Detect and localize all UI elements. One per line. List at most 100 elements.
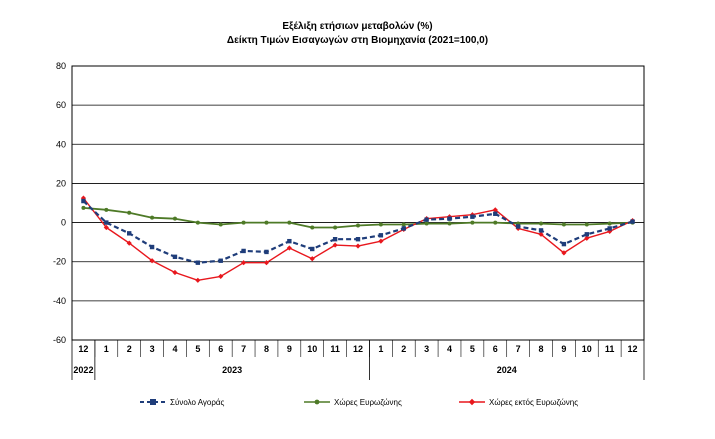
y-tick-label: 20	[56, 178, 66, 188]
data-point-eurozone	[81, 205, 86, 210]
x-tick-label: 9	[287, 344, 292, 354]
data-point-total-market	[515, 224, 521, 229]
year-label: 2024	[497, 365, 517, 375]
data-point-eurozone	[172, 216, 177, 221]
data-point-eurozone	[378, 222, 383, 227]
legend-swatch-eurozone	[304, 399, 330, 405]
data-point-non-eurozone	[172, 269, 178, 276]
data-point-total-market	[218, 258, 223, 263]
data-point-non-eurozone	[218, 273, 224, 279]
data-point-non-eurozone	[584, 235, 590, 241]
data-point-non-eurozone	[241, 260, 247, 266]
year-label: 2022	[73, 365, 93, 375]
data-point-total-market	[127, 231, 132, 236]
data-point-eurozone	[104, 207, 109, 212]
x-tick-label: 10	[582, 344, 592, 354]
data-point-total-market	[287, 238, 292, 244]
data-point-non-eurozone	[195, 277, 201, 283]
data-point-eurozone	[241, 220, 246, 225]
x-tick-label: 6	[218, 344, 223, 354]
x-tick-label: 7	[241, 344, 246, 354]
legend-label-total-market: Σύνολο Αγοράς	[170, 397, 225, 407]
y-tick-label: 80	[56, 61, 66, 71]
legend: Σύνολο Αγοράς Χώρες Ευρωζώνης Χώρες εκτό…	[0, 394, 715, 410]
x-tick-label: 4	[447, 344, 452, 354]
data-point-eurozone	[424, 221, 429, 226]
data-point-total-market	[401, 226, 406, 231]
x-tick-label: 12	[78, 344, 88, 354]
data-point-total-market	[149, 244, 155, 250]
data-point-total-market	[310, 246, 315, 252]
data-point-eurozone	[607, 221, 612, 226]
data-point-non-eurozone	[492, 207, 498, 213]
series-line-0	[82, 200, 633, 264]
year-label: 2023	[222, 365, 242, 375]
x-tick-label: 4	[172, 344, 177, 354]
data-point-non-eurozone	[355, 243, 361, 249]
data-point-total-market	[607, 226, 612, 231]
legend-item-eurozone: Χώρες Ευρωζώνης	[304, 394, 402, 410]
data-point-eurozone	[218, 222, 223, 227]
data-point-eurozone	[539, 221, 544, 226]
x-tick-label: 1	[104, 344, 109, 354]
data-point-total-market	[332, 237, 338, 242]
chart-title: Εξέλιξη ετήσιων μεταβολών (%)	[282, 21, 433, 32]
data-point-total-market	[172, 254, 178, 260]
x-tick-label: 7	[516, 344, 521, 354]
data-point-non-eurozone	[126, 240, 132, 246]
x-tick-label: 11	[605, 344, 615, 354]
data-point-eurozone	[356, 223, 360, 228]
data-point-total-market	[355, 237, 361, 242]
data-point-non-eurozone	[286, 245, 292, 251]
data-point-eurozone	[264, 220, 269, 225]
data-point-non-eurozone	[263, 260, 270, 266]
data-point-total-market	[538, 228, 544, 233]
data-point-non-eurozone	[378, 238, 384, 244]
data-point-total-market	[561, 241, 567, 247]
data-point-eurozone	[195, 220, 200, 225]
data-point-total-market	[378, 233, 384, 238]
data-point-non-eurozone	[103, 224, 109, 231]
data-point-non-eurozone	[538, 231, 544, 237]
data-point-total-market	[447, 216, 452, 221]
legend-swatch-total-market	[140, 399, 166, 405]
x-tick-label: 12	[628, 344, 638, 354]
x-tick-label: 2	[127, 344, 132, 354]
data-point-eurozone	[447, 221, 452, 226]
x-tick-label: 3	[150, 344, 155, 354]
data-point-total-market	[493, 211, 498, 216]
x-tick-label: 1	[378, 344, 383, 354]
y-tick-label: 60	[56, 100, 66, 110]
x-tick-label: 5	[470, 344, 475, 354]
data-point-total-market	[264, 249, 269, 255]
legend-item-total-market: Σύνολο Αγοράς	[140, 394, 224, 410]
data-point-eurozone	[127, 210, 132, 215]
data-point-total-market	[241, 248, 246, 254]
data-point-total-market	[195, 260, 201, 265]
data-point-eurozone	[561, 222, 566, 227]
data-point-non-eurozone	[309, 256, 315, 262]
legend-swatch-non-eurozone	[459, 398, 485, 406]
data-point-total-market	[584, 232, 589, 237]
data-point-non-eurozone	[561, 250, 567, 256]
data-point-total-market	[81, 198, 86, 204]
y-tick-label: -40	[53, 296, 66, 306]
data-point-eurozone	[401, 222, 406, 227]
x-tick-label: 11	[330, 344, 340, 354]
data-point-eurozone	[470, 220, 475, 225]
data-point-eurozone	[493, 220, 498, 225]
data-point-eurozone	[310, 225, 315, 230]
legend-label-non-eurozone: Χώρες εκτός Ευρωζώνης	[489, 397, 579, 407]
x-tick-label: 12	[353, 344, 363, 354]
chart-subtitle: Δείκτη Τιμών Εισαγωγών στη Βιομηχανία (2…	[226, 35, 489, 46]
y-tick-label: -20	[53, 257, 66, 267]
legend-item-non-eurozone: Χώρες εκτός Ευρωζώνης	[459, 394, 578, 410]
x-tick-label: 3	[424, 344, 429, 354]
x-tick-label: 9	[561, 344, 566, 354]
x-tick-label: 8	[264, 344, 269, 354]
legend-label-eurozone: Χώρες Ευρωζώνης	[334, 397, 402, 407]
data-point-eurozone	[584, 222, 589, 227]
plot-area	[71, 65, 645, 341]
data-point-non-eurozone	[332, 242, 338, 248]
